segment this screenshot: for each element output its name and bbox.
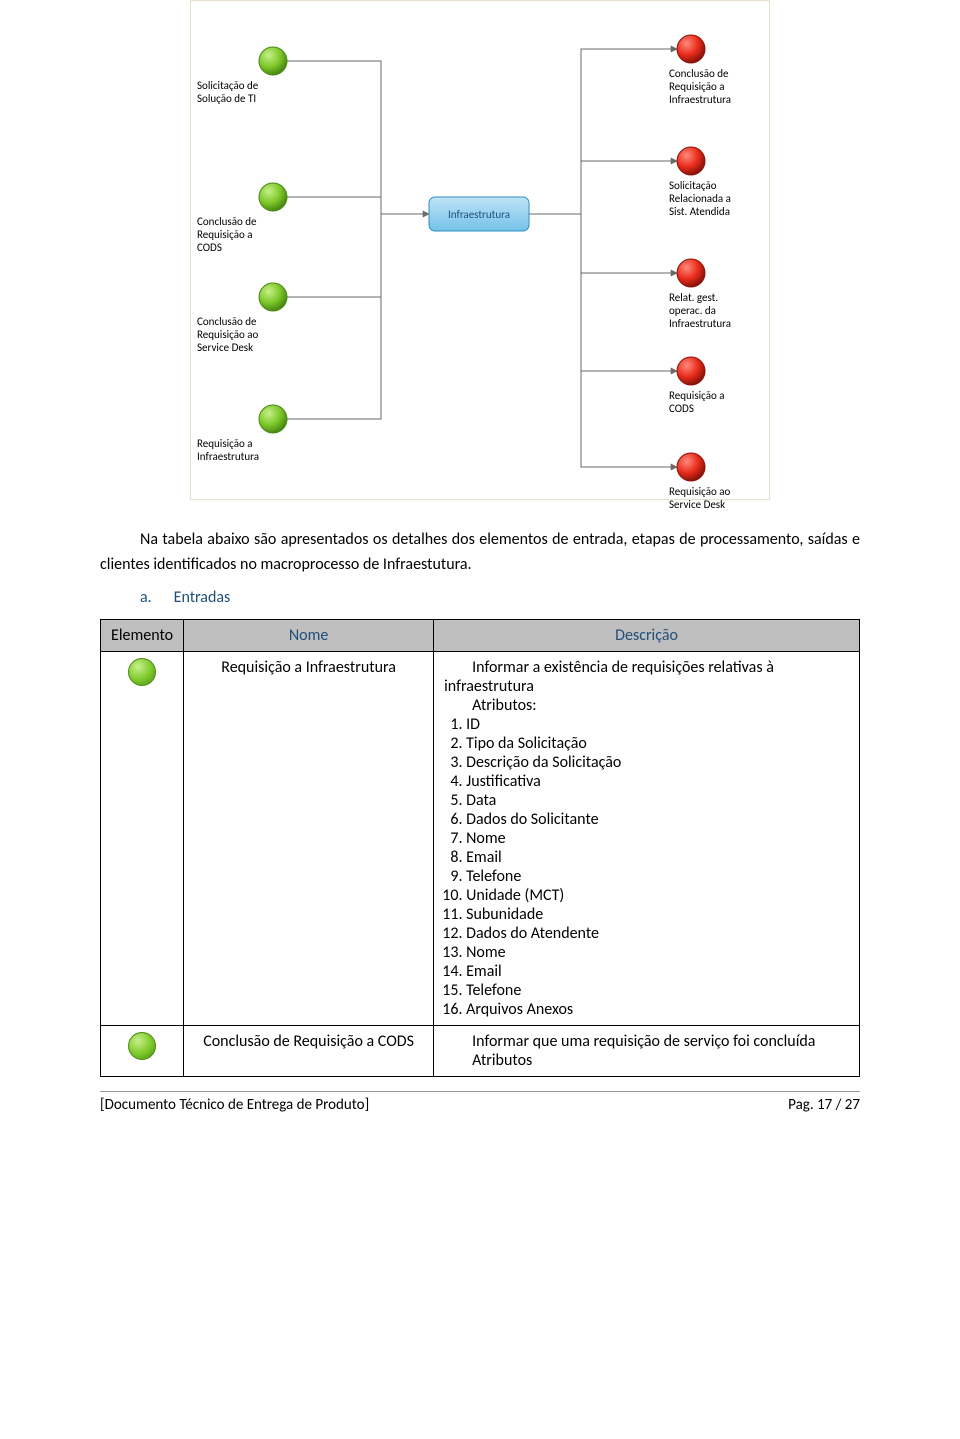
nome-cell: Requisição a Infraestrutura <box>184 651 434 1025</box>
footer-left: [Documento Técnico de Entrega de Produto… <box>100 1096 369 1114</box>
diagram-node-label: Conclusão deRequisição aCODS <box>197 215 307 255</box>
attrs-list-item: Email <box>466 962 849 981</box>
col-elemento: Elemento <box>101 619 184 651</box>
attrs-list-item: Descrição da Solicitação <box>466 753 849 772</box>
green-circle-icon <box>128 658 156 686</box>
diagram-container: Infraestrutura Solicitação deSolução de … <box>0 0 960 520</box>
diagram-node-label: Relat. gest.operac. daInfraestrutura <box>669 291 779 331</box>
attrs-list-item: Dados do Atendente <box>466 924 849 943</box>
descricao-cell: Informar a existência de requisições rel… <box>434 651 860 1025</box>
nome-cell: Conclusão de Requisição a CODS <box>184 1025 434 1076</box>
col-descricao: Descrição <box>434 619 860 651</box>
flow-diagram: Infraestrutura Solicitação deSolução de … <box>190 0 770 500</box>
green-circle-icon <box>128 1032 156 1060</box>
elements-table: Elemento Nome Descrição Requisição a Inf… <box>100 619 860 1077</box>
diagram-node-label: Conclusão deRequisição aInfraestrutura <box>669 67 779 107</box>
page: Infraestrutura Solicitação deSolução de … <box>0 0 960 1124</box>
attrs-list-item: Telefone <box>466 981 849 1000</box>
col-nome: Nome <box>184 619 434 651</box>
table-row: Conclusão de Requisição a CODS Informar q… <box>101 1025 860 1076</box>
attrs-list-item: Unidade (MCT) <box>466 886 849 905</box>
element-icon-cell <box>101 1025 184 1076</box>
diagram-node-label: Requisição aCODS <box>669 389 779 415</box>
attrs-list-item: Subunidade <box>466 905 849 924</box>
attrs-list-item: Email <box>466 848 849 867</box>
attrs-list-item: Arquivos Anexos <box>466 1000 849 1019</box>
attrs-list-item: Dados do Solicitante <box>466 810 849 829</box>
diagram-node-label: Requisição aoService Desk <box>669 485 779 511</box>
section-letter: a. <box>140 588 170 607</box>
descricao-cell: Informar que uma requisição de serviço f… <box>434 1025 860 1076</box>
footer-right: Pag. 17 / 27 <box>788 1096 860 1114</box>
attrs-list-item: Justificativa <box>466 772 849 791</box>
attrs-list: IDTipo da SolicitaçãoDescrição da Solici… <box>466 715 849 1019</box>
intro-paragraph: Na tabela abaixo são apresentados os det… <box>0 528 960 578</box>
attrs-list-item: ID <box>466 715 849 734</box>
page-footer: [Documento Técnico de Entrega de Produto… <box>100 1091 860 1114</box>
attrs-list-item: Telefone <box>466 867 849 886</box>
element-icon-cell <box>101 651 184 1025</box>
desc-lead: Informar que uma requisição de serviço f… <box>444 1032 849 1051</box>
desc-lead: Informar a existência de requisições rel… <box>444 658 849 696</box>
diagram-node-label: Requisição aInfraestrutura <box>197 437 307 463</box>
attrs-label: Atributos <box>444 1051 849 1070</box>
attrs-list-item: Data <box>466 791 849 810</box>
attrs-list-item: Nome <box>466 829 849 848</box>
attrs-label: Atributos: <box>444 696 849 715</box>
attrs-list-item: Tipo da Solicitação <box>466 734 849 753</box>
table-header-row: Elemento Nome Descrição <box>101 619 860 651</box>
diagram-node-label: Solicitação deSolução de TI <box>197 79 307 105</box>
section-heading: a. Entradas <box>40 588 960 607</box>
attrs-list-item: Nome <box>466 943 849 962</box>
svg-text:Infraestrutura: Infraestrutura <box>448 208 510 221</box>
table-row: Requisição a Infraestrutura Informar a ex… <box>101 651 860 1025</box>
diagram-node-label: Conclusão deRequisição aoService Desk <box>197 315 307 355</box>
diagram-node-label: SolicitaçãoRelacionada aSist. Atendida <box>669 179 779 219</box>
section-title: Entradas <box>174 588 231 607</box>
